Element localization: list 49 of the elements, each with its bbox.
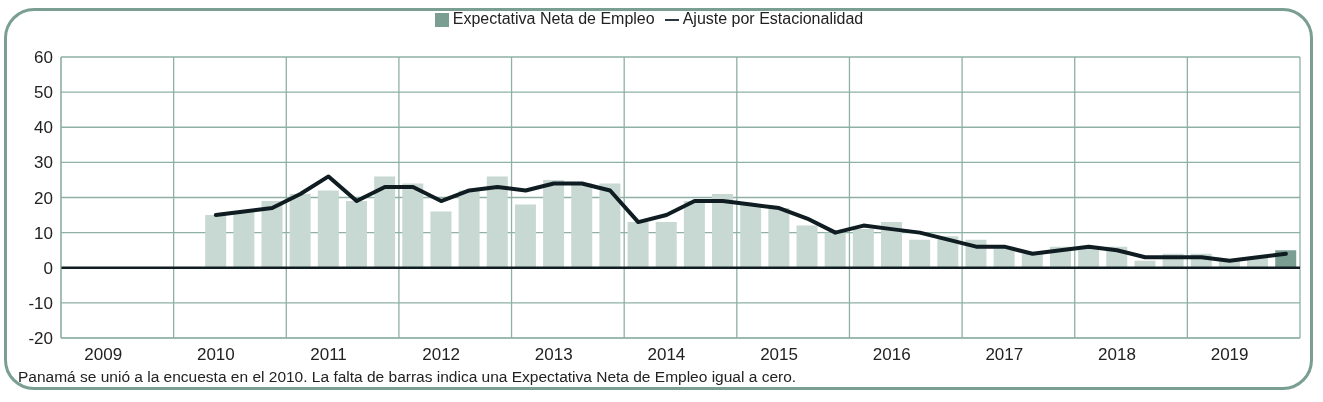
bar — [712, 193, 734, 268]
y-tick-label: 0 — [43, 258, 53, 278]
line-series — [213, 174, 1288, 263]
y-tick-label: -20 — [28, 329, 53, 349]
bar — [824, 232, 846, 268]
legend-label: Expectativa Neta de Empleo — [452, 10, 655, 27]
bar — [430, 211, 452, 268]
bar — [233, 211, 255, 268]
bar — [514, 204, 536, 268]
x-tick-label: 2013 — [534, 345, 573, 364]
bar — [374, 176, 396, 268]
x-tick-label: 2016 — [872, 345, 911, 364]
x-tick-label: 2015 — [760, 345, 798, 364]
bar — [486, 176, 508, 268]
bar — [655, 222, 677, 268]
x-tick-label: 2018 — [1098, 345, 1136, 364]
bar — [852, 229, 874, 268]
bar — [458, 190, 480, 268]
bar — [571, 183, 593, 268]
y-tick-label: 10 — [34, 223, 53, 243]
bar — [909, 239, 931, 268]
x-tick-label: 2012 — [422, 345, 461, 364]
bar — [543, 179, 565, 268]
y-tick-label: 20 — [34, 188, 53, 208]
bar — [627, 222, 649, 268]
x-tick-label: 2011 — [310, 345, 347, 364]
bar — [402, 183, 424, 268]
bar — [317, 190, 339, 268]
text: Panamá se unió a la encuesta en el 2010. La falta de barras indica una Expectativa Neta de Empleo igual a cero. — [18, 368, 797, 386]
bar — [768, 208, 790, 268]
y-tick-label: 40 — [34, 118, 53, 138]
x-tick-label: 2014 — [647, 345, 686, 364]
x-tick-label: 2009 — [84, 345, 123, 364]
y-tick-label: 60 — [34, 48, 53, 68]
bar — [740, 204, 762, 268]
y-tick-label: 50 — [34, 83, 53, 103]
y-tick-label: 30 — [34, 153, 53, 173]
bar — [205, 215, 227, 268]
bar — [796, 225, 818, 268]
bar — [289, 193, 311, 268]
x-tick-label: 2019 — [1210, 345, 1249, 364]
y-tick-label: -10 — [28, 293, 53, 313]
bar — [599, 183, 621, 268]
bar — [261, 201, 283, 268]
bar — [345, 201, 367, 268]
bar — [683, 201, 705, 268]
legend-label: Ajuste por Estacionalidad — [682, 10, 864, 27]
x-tick-label: 2017 — [985, 345, 1024, 364]
x-tick-label: 2010 — [196, 345, 235, 364]
